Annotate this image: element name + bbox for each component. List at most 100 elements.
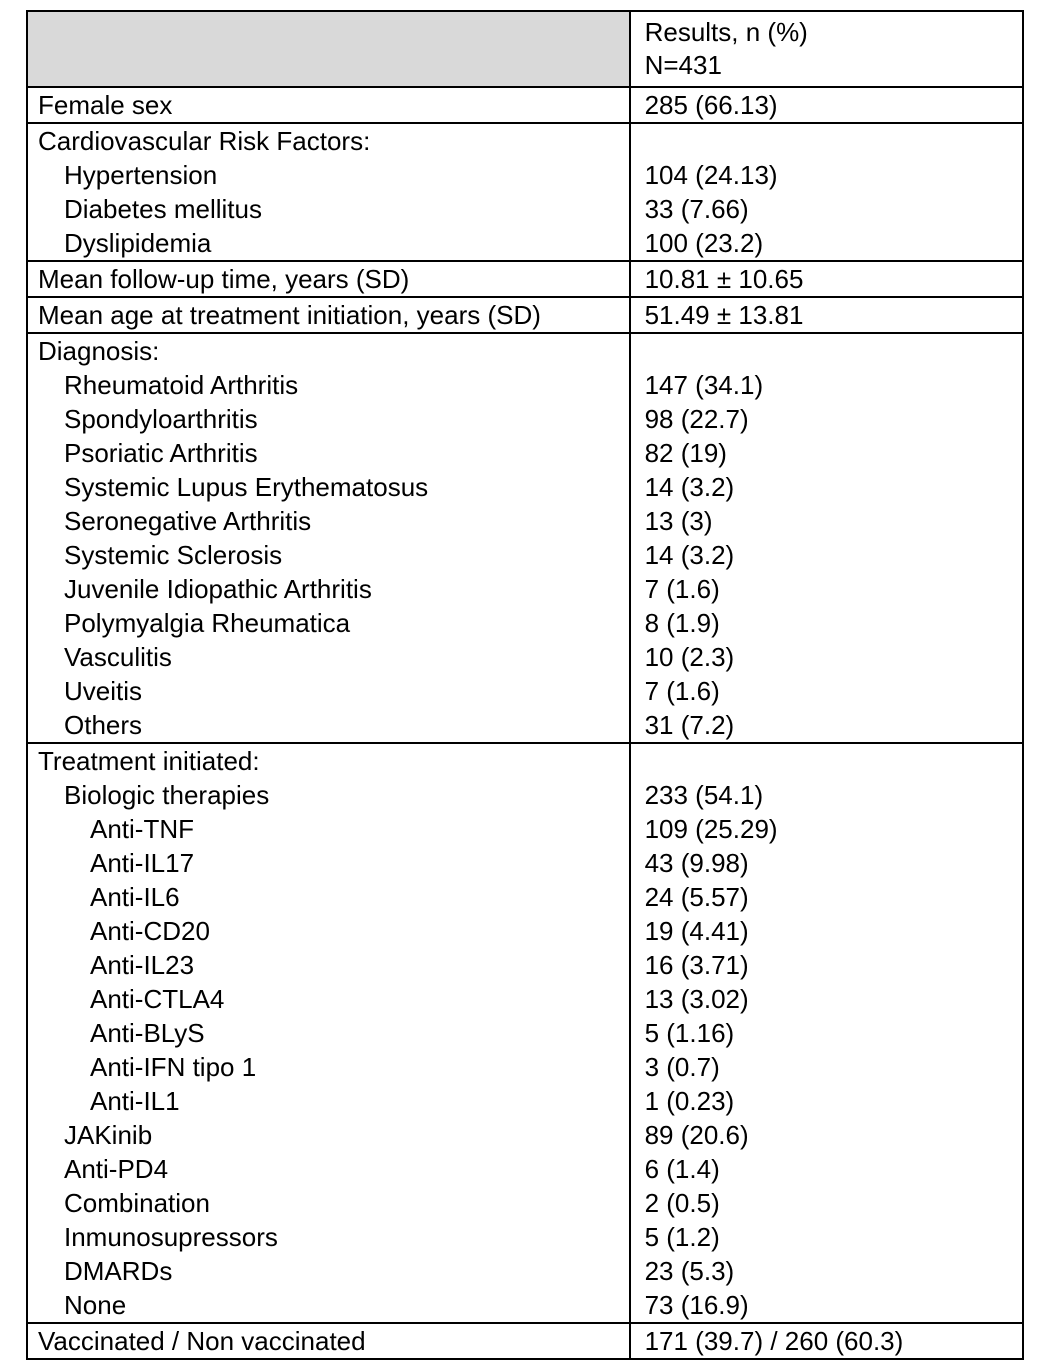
row-value: 5 (1.16) [628, 1016, 1023, 1050]
row-label: Diabetes mellitus [64, 194, 262, 224]
row-label: Mean age at treatment initiation, years … [38, 300, 541, 330]
row-label: Anti-IL23 [90, 950, 195, 980]
row-value: 14 (3.2) [628, 470, 1023, 504]
row-label: Anti-IL17 [90, 848, 195, 878]
row-label: Female sex [38, 90, 173, 120]
header-sample-size: N=431 [644, 50, 722, 80]
row-label: Anti-IL1 [90, 1086, 180, 1116]
table-row: None 73 (16.9) [27, 1288, 1023, 1323]
row-value: 233 (54.1) [628, 778, 1023, 812]
row-label: Hypertension [64, 160, 218, 190]
table-row: Anti-IL6 24 (5.57) [27, 880, 1023, 914]
row-label: Anti-IL6 [90, 882, 180, 912]
table-row: Vaccinated / Non vaccinated 171 (39.7) / … [27, 1323, 1023, 1359]
table-row: JAKinib 89 (20.6) [27, 1118, 1023, 1152]
header-results-label: Results, n (%) [644, 17, 808, 47]
row-value [628, 333, 1023, 368]
row-label: Combination [64, 1188, 210, 1218]
row-label: Seronegative Arthritis [64, 506, 312, 536]
row-label: JAKinib [64, 1120, 153, 1150]
table-row: Others 31 (7.2) [27, 708, 1023, 743]
row-value: 2 (0.5) [628, 1186, 1023, 1220]
row-label: Systemic Sclerosis [64, 540, 283, 570]
row-label: Spondyloarthritis [64, 404, 258, 434]
row-value: 43 (9.98) [628, 846, 1023, 880]
table-row: Diabetes mellitus 33 (7.66) [27, 192, 1023, 226]
row-value: 14 (3.2) [628, 538, 1023, 572]
row-label: Cardiovascular Risk Factors: [38, 126, 371, 156]
table-row: Anti-IFN tipo 1 3 (0.7) [27, 1050, 1023, 1084]
row-label: Systemic Lupus Erythematosus [64, 472, 429, 502]
row-value [628, 123, 1023, 158]
row-value: 23 (5.3) [628, 1254, 1023, 1288]
row-label: Biologic therapies [64, 780, 270, 810]
row-label: Mean follow-up time, years (SD) [38, 264, 410, 294]
table-row: Anti-IL17 43 (9.98) [27, 846, 1023, 880]
section-vaccinated: Vaccinated / Non vaccinated 171 (39.7) / … [27, 1323, 1023, 1359]
table-row: Anti-CD20 19 (4.41) [27, 914, 1023, 948]
table-row: Spondyloarthritis 98 (22.7) [27, 402, 1023, 436]
row-label: Polymyalgia Rheumatica [64, 608, 351, 638]
table-row: Systemic Sclerosis 14 (3.2) [27, 538, 1023, 572]
table-row: Anti-PD4 6 (1.4) [27, 1152, 1023, 1186]
row-value: 5 (1.2) [628, 1220, 1023, 1254]
row-value: 6 (1.4) [628, 1152, 1023, 1186]
row-value: 147 (34.1) [628, 368, 1023, 402]
row-value: 51.49 ± 13.81 [628, 297, 1023, 333]
row-value: 10.81 ± 10.65 [628, 261, 1023, 297]
row-value: 24 (5.57) [628, 880, 1023, 914]
row-label: Others [64, 710, 143, 740]
row-label: Anti-PD4 [64, 1154, 169, 1184]
row-label: Vasculitis [64, 642, 172, 672]
table-row: Anti-BLyS 5 (1.16) [27, 1016, 1023, 1050]
header-row: Results, n (%) N=431 [27, 11, 1023, 87]
table-row: Combination 2 (0.5) [27, 1186, 1023, 1220]
table-row: Anti-CTLA4 13 (3.02) [27, 982, 1023, 1016]
header-results-cell: Results, n (%) N=431 [628, 11, 1023, 87]
row-value: 7 (1.6) [628, 674, 1023, 708]
row-value: 171 (39.7) / 260 (60.3) [628, 1323, 1023, 1359]
row-value: 82 (19) [628, 436, 1023, 470]
table-row: Uveitis 7 (1.6) [27, 674, 1023, 708]
row-value: 33 (7.66) [628, 192, 1023, 226]
table-row: Female sex 285 (66.13) [27, 87, 1023, 123]
section-female-sex: Female sex 285 (66.13) [27, 87, 1023, 123]
row-label: DMARDs [64, 1256, 173, 1286]
row-value: 100 (23.2) [628, 226, 1023, 261]
row-value [628, 743, 1023, 778]
header-empty-cell [27, 11, 630, 87]
row-value: 1 (0.23) [628, 1084, 1023, 1118]
table-row: Biologic therapies 233 (54.1) [27, 778, 1023, 812]
row-value: 104 (24.13) [628, 158, 1023, 192]
table-row: Hypertension 104 (24.13) [27, 158, 1023, 192]
table-row: Anti-IL23 16 (3.71) [27, 948, 1023, 982]
row-value: 10 (2.3) [628, 640, 1023, 674]
table-row: Seronegative Arthritis 13 (3) [27, 504, 1023, 538]
row-label: Treatment initiated: [38, 746, 260, 776]
row-label: Juvenile Idiopathic Arthritis [64, 574, 372, 604]
row-value: 8 (1.9) [628, 606, 1023, 640]
section-diagnosis: Diagnosis: Rheumatoid Arthritis 147 (34.1)… [27, 333, 1023, 743]
row-value: 13 (3.02) [628, 982, 1023, 1016]
row-label: Dyslipidemia [64, 228, 212, 258]
table-row: Diagnosis: [27, 333, 1023, 368]
row-label: Psoriatic Arthritis [64, 438, 258, 468]
table-row: Inmunosupressors 5 (1.2) [27, 1220, 1023, 1254]
table-row: Anti-TNF 109 (25.29) [27, 812, 1023, 846]
section-mean-follow-up-time: Mean follow-up time, years (SD) 10.81 ± 1… [27, 261, 1023, 297]
row-label: None [64, 1290, 127, 1320]
table-row: Vasculitis 10 (2.3) [27, 640, 1023, 674]
row-value: 89 (20.6) [628, 1118, 1023, 1152]
row-value: 285 (66.13) [628, 87, 1023, 123]
row-value: 31 (7.2) [628, 708, 1023, 743]
table-header: Results, n (%) N=431 [27, 11, 1023, 87]
row-label: Inmunosupressors [64, 1222, 278, 1252]
row-value: 98 (22.7) [628, 402, 1023, 436]
table-row: Polymyalgia Rheumatica 8 (1.9) [27, 606, 1023, 640]
section-mean-age-at-treatment-initiation: Mean age at treatment initiation, years … [27, 297, 1023, 333]
row-value: 19 (4.41) [628, 914, 1023, 948]
table-row: Treatment initiated: [27, 743, 1023, 778]
results-table: Results, n (%) N=431 Female sex 285 (66.1… [26, 10, 1024, 1360]
section-cardiovascular-risk-factors: Cardiovascular Risk Factors: Hypertension… [27, 123, 1023, 261]
